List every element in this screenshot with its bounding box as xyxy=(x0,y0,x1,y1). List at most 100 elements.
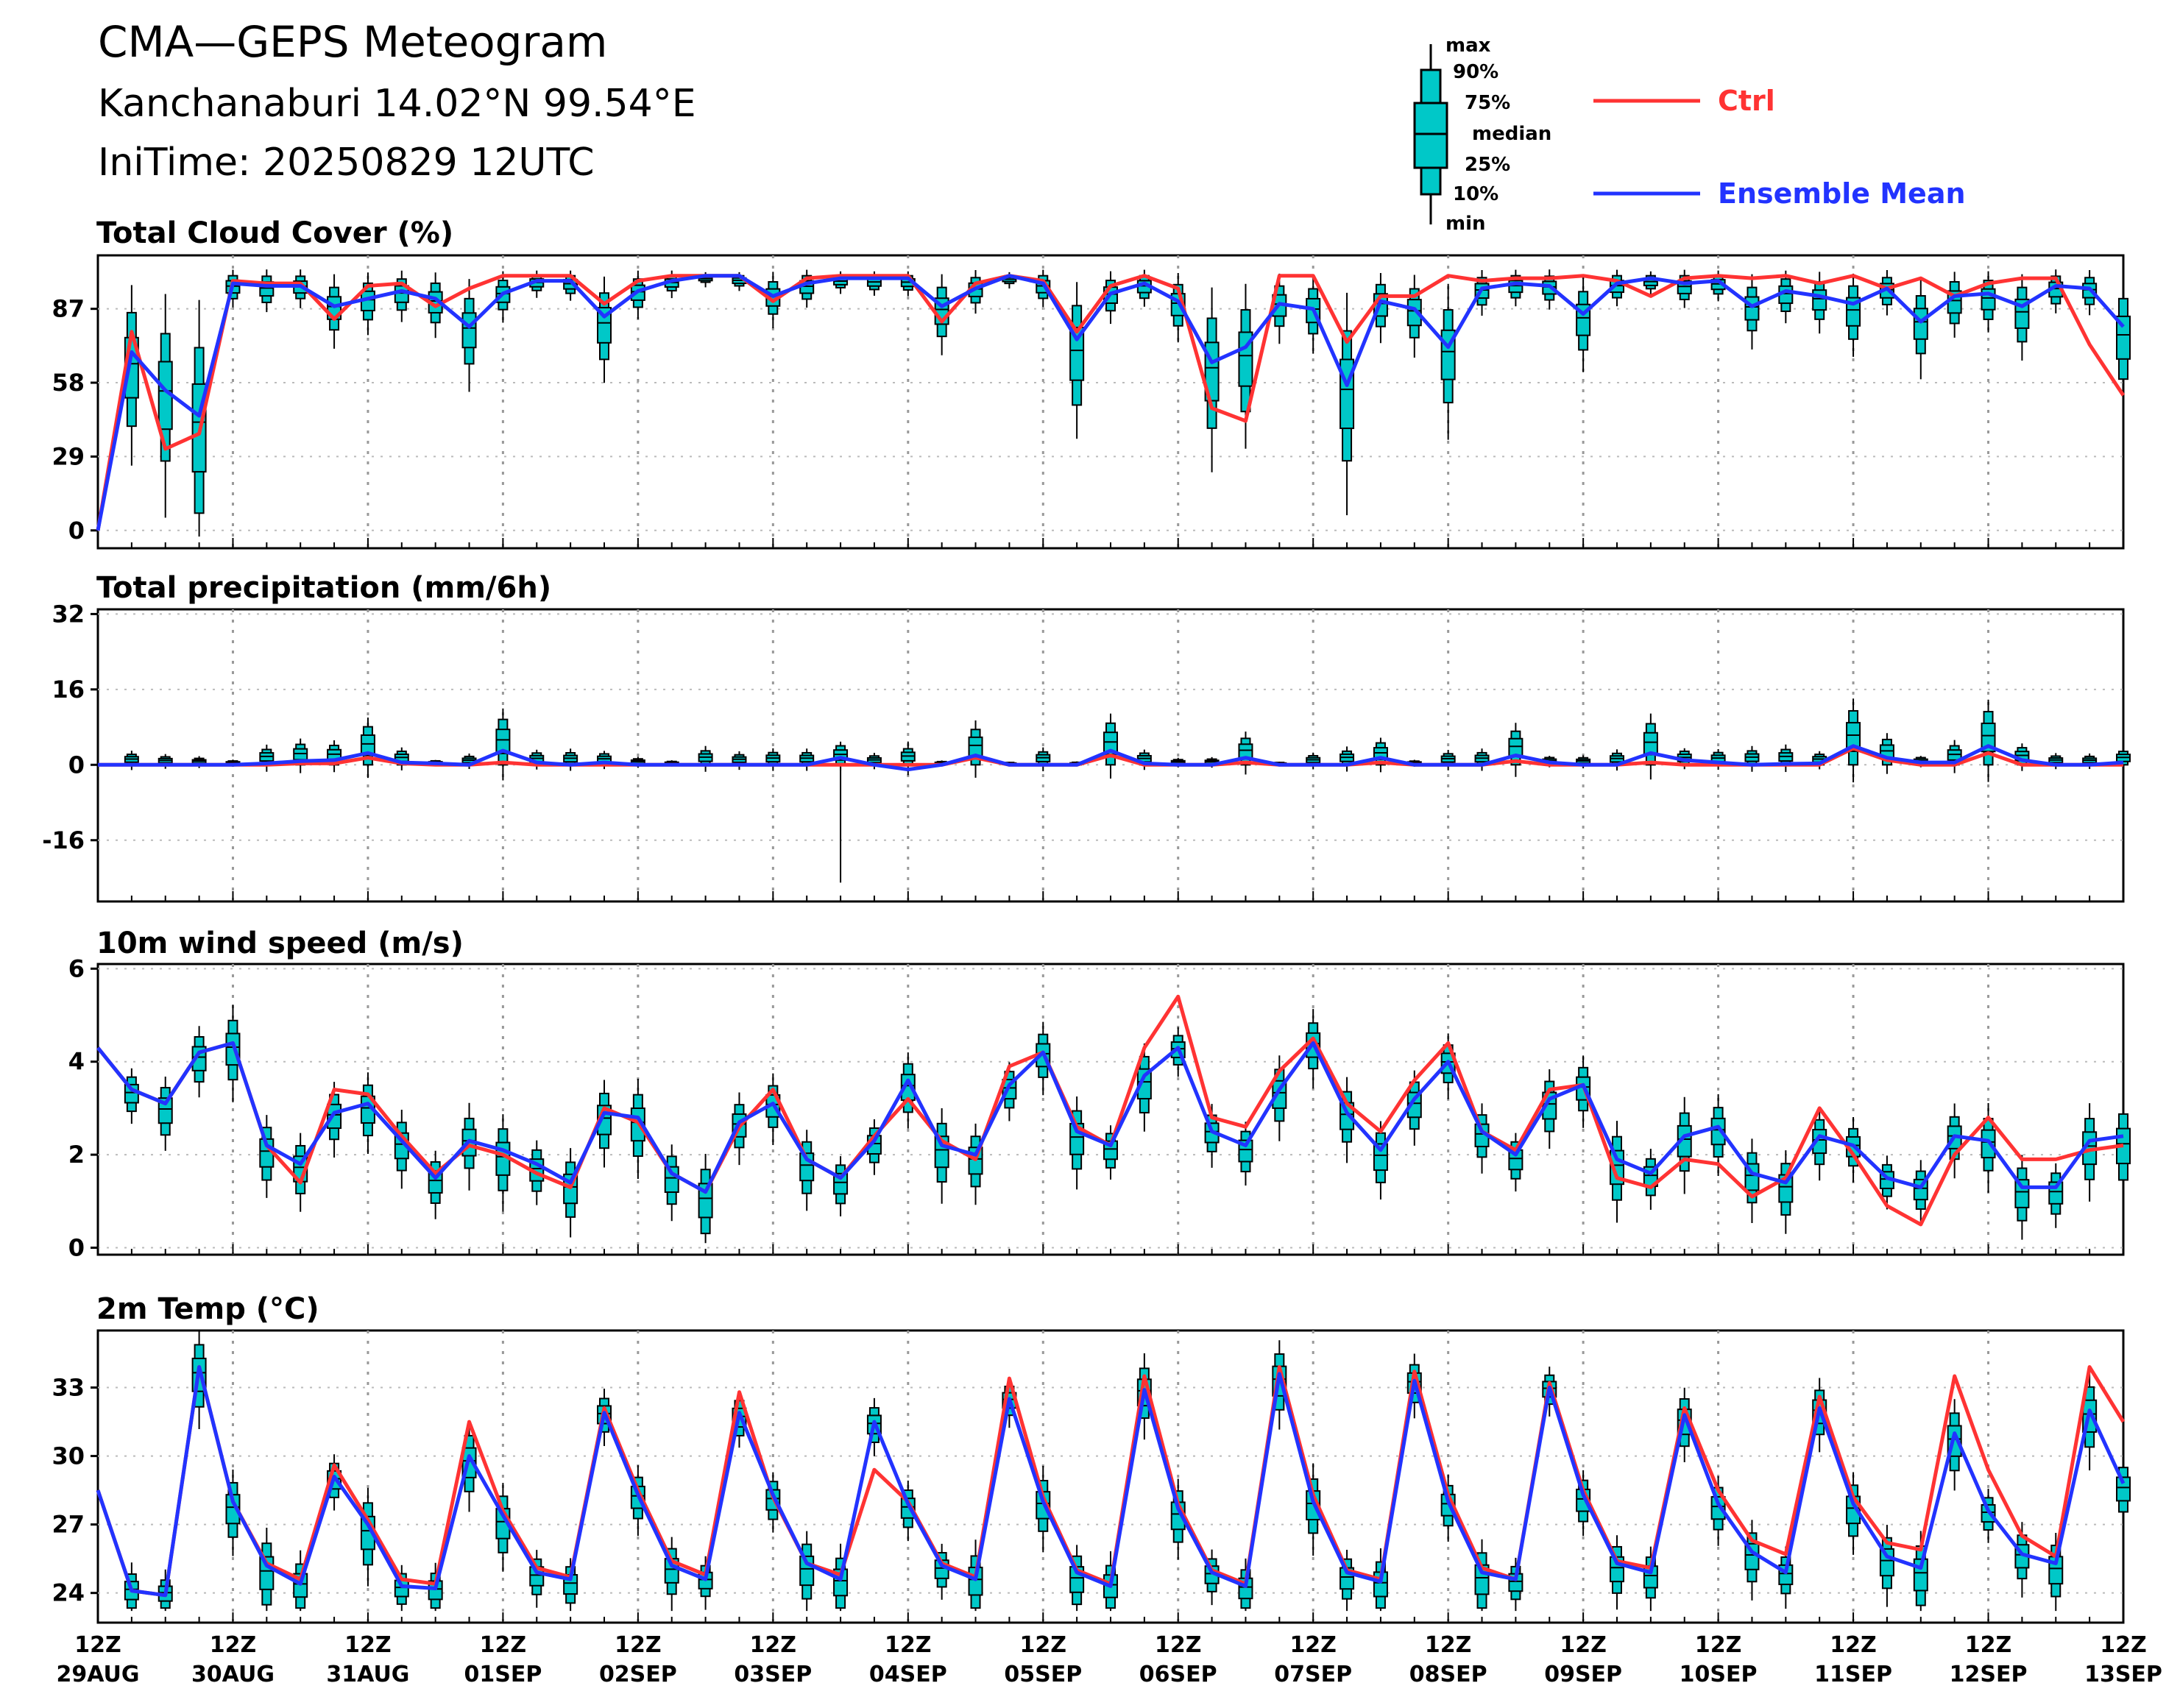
ensemble-box xyxy=(1879,1155,1894,1210)
ensemble-box xyxy=(968,720,983,778)
x-tick-hour: 12Z xyxy=(885,1632,932,1658)
panel-wind: 0 2 4 6 xyxy=(68,954,2131,1262)
ensemble-box xyxy=(394,270,409,322)
x-tick-date: 03SEP xyxy=(734,1662,812,1687)
box-inner xyxy=(1913,308,1928,340)
ensemble-box xyxy=(1913,277,1928,380)
y-tick-label: 27 xyxy=(52,1511,85,1539)
panel-temp: 24 27 30 33 xyxy=(52,1329,2131,1624)
ensemble-box xyxy=(1440,750,1456,770)
y-tick-label: 16 xyxy=(52,676,85,704)
x-tick-hour: 12Z xyxy=(1695,1632,1742,1658)
legend-p10-label: 10% xyxy=(1453,183,1498,205)
ensemble-box xyxy=(1778,1150,1794,1234)
ensemble-box xyxy=(563,1558,578,1612)
init-time: IniTime: 20250829 12UTC xyxy=(98,141,595,185)
legend-p75-label: 75% xyxy=(1465,92,1510,114)
x-tick-hour: 12Z xyxy=(750,1632,797,1658)
ensemble-box xyxy=(360,272,375,336)
y-tick-label: 4 xyxy=(68,1048,85,1076)
x-tick-hour: 12Z xyxy=(615,1632,662,1658)
ensemble-box xyxy=(1069,1545,1085,1612)
box-inner xyxy=(833,1172,849,1195)
x-tick-hour: 12Z xyxy=(1289,1632,1337,1658)
ensemble-box xyxy=(394,747,409,770)
ensemble-box xyxy=(1340,292,1355,516)
ensemble-box xyxy=(2116,747,2131,770)
ensemble-box xyxy=(732,751,747,770)
ensemble-box xyxy=(327,740,342,773)
box-inner xyxy=(1812,289,1827,311)
ensemble-box xyxy=(799,748,815,771)
ensemble-box xyxy=(2014,1155,2030,1240)
x-tick-hour: 12Z xyxy=(480,1632,527,1658)
ensemble-box xyxy=(563,1148,578,1238)
ensemble-box xyxy=(1238,283,1253,449)
ensemble-box xyxy=(1846,698,1861,783)
x-tick-date: 30AUG xyxy=(191,1662,275,1687)
box-inner xyxy=(2116,315,2131,360)
mean-line xyxy=(96,1041,2124,1194)
box-inner xyxy=(1710,1117,1726,1146)
box-inner xyxy=(1406,1091,1422,1119)
x-tick-date: 08SEP xyxy=(1409,1662,1487,1687)
ensemble-box xyxy=(461,279,477,392)
x-tick-hour: 12Z xyxy=(1020,1632,1067,1658)
panel-title-wind: 10m wind speed (m/s) xyxy=(96,926,464,960)
x-tick-hour: 12Z xyxy=(1965,1632,2012,1658)
legend-p90-label: 90% xyxy=(1453,61,1498,83)
x-axis-labels: 12Z 29AUG 12Z 30AUG 12Z 31AUG 12Z 01SEP 12Z 02SEP… xyxy=(56,1632,2162,1687)
ensemble-box xyxy=(1643,1149,1658,1210)
line-legend: Ctrl Ensemble Mean xyxy=(1593,85,1966,210)
ensemble-box xyxy=(1170,757,1186,768)
box-inner xyxy=(1710,1496,1726,1520)
x-tick-date: 07SEP xyxy=(1274,1662,1352,1687)
ensemble-box xyxy=(1677,1096,1692,1194)
y-tick-label: -16 xyxy=(42,826,85,854)
ensemble-box xyxy=(360,717,375,779)
x-tick-date: 29AUG xyxy=(56,1662,139,1687)
x-tick-date: 02SEP xyxy=(599,1662,677,1687)
ensemble-box xyxy=(1677,269,1692,308)
ensemble-box xyxy=(698,745,713,772)
ensemble-box xyxy=(259,744,275,772)
box-inner xyxy=(327,1103,342,1130)
box-inner xyxy=(1069,327,1085,381)
boxplot-legend: max 90% 75% median 25% 10% min xyxy=(1413,35,1551,235)
box-inner xyxy=(1373,1143,1388,1172)
ensemble-box xyxy=(1710,748,1726,770)
x-tick-date: 12SEP xyxy=(1950,1662,2028,1687)
ensemble-box xyxy=(866,1119,882,1175)
ensemble-box xyxy=(664,1144,679,1222)
mean-line xyxy=(98,744,2124,772)
y-tick-label: 87 xyxy=(52,295,85,323)
y-tick-label: 2 xyxy=(68,1141,85,1169)
box-inner xyxy=(1879,1548,1894,1577)
ensemble-box xyxy=(698,1153,713,1244)
box-inner xyxy=(968,736,983,757)
ensemble-box xyxy=(563,748,578,771)
ensemble-box xyxy=(259,269,275,313)
box-inner xyxy=(1406,299,1422,327)
chart-title: CMA—GEPS Meteogram xyxy=(98,17,607,67)
ensemble-box xyxy=(360,1487,375,1587)
ensemble-box xyxy=(1744,745,1760,772)
ensemble-box xyxy=(833,1156,849,1216)
legend-min-label: min xyxy=(1445,213,1486,235)
x-tick-date: 05SEP xyxy=(1004,1662,1082,1687)
panel-title-temp: 2m Temp (°C) xyxy=(96,1292,319,1326)
ensemble-box xyxy=(1474,1103,1490,1174)
box-inner xyxy=(1846,722,1861,752)
ensemble-box xyxy=(158,294,173,518)
ensemble-box xyxy=(1508,269,1523,307)
ensemble-box xyxy=(799,1531,815,1612)
x-tick-date: 31AUG xyxy=(326,1662,409,1687)
ensemble-boxes xyxy=(124,698,2131,883)
x-tick-hour: 12Z xyxy=(74,1632,121,1658)
ensemble-box xyxy=(2116,1098,2131,1202)
x-tick-hour: 12Z xyxy=(1155,1632,1202,1658)
ensemble-box xyxy=(1643,271,1658,295)
ensemble-box xyxy=(1576,276,1591,372)
y-tick-label: 0 xyxy=(68,751,85,779)
